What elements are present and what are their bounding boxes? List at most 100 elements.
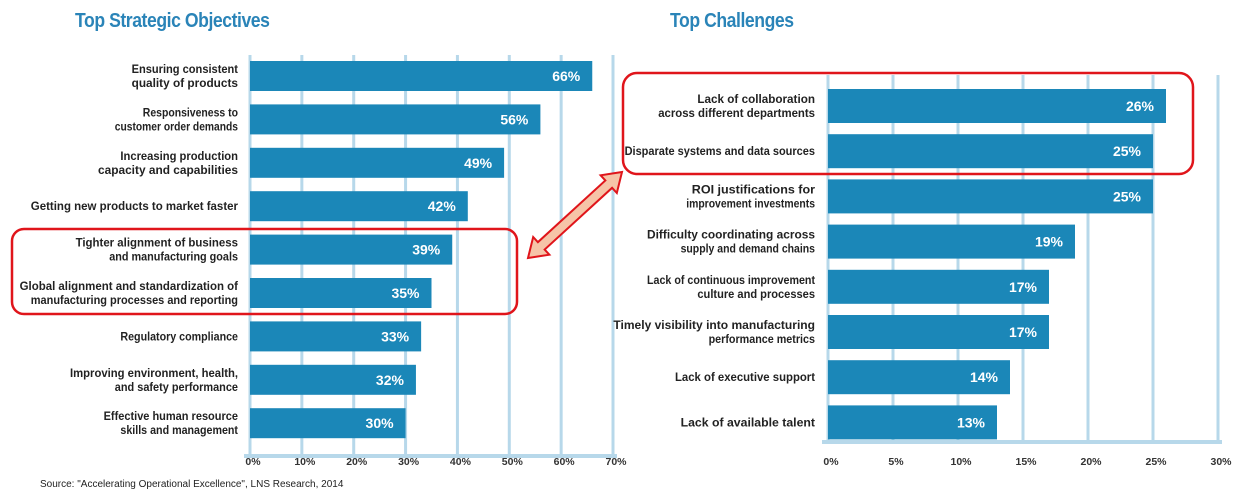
left-category-label: Getting new products to market faster bbox=[31, 201, 239, 213]
left-bar bbox=[250, 408, 406, 439]
right-bar-value-label: 17% bbox=[1009, 279, 1038, 295]
right-bar-value-label: 25% bbox=[1113, 188, 1142, 204]
right-category-label: Lack of collaboration across different de… bbox=[658, 94, 815, 120]
left-bar-value-label: 35% bbox=[391, 285, 420, 301]
left-bar bbox=[250, 104, 541, 135]
right-category-label: Timely visibility into manufacturing perf… bbox=[613, 320, 815, 346]
right-chart-title: Top Challenges bbox=[670, 10, 794, 32]
category-label-line: and manufacturing goals bbox=[109, 252, 238, 264]
left-tick-label: 70% bbox=[605, 456, 627, 468]
left-tick-label: 60% bbox=[554, 456, 576, 468]
category-label-line: across different departments bbox=[658, 108, 815, 120]
right-highlight-box bbox=[621, 71, 1195, 176]
category-label-line: Regulatory compliance bbox=[120, 331, 238, 343]
left-category-label: Effective human resource skills and manag… bbox=[104, 411, 239, 437]
right-bar bbox=[828, 224, 1075, 259]
left-bar-value-label: 30% bbox=[366, 415, 395, 431]
right-category-label: Lack of available talent bbox=[681, 417, 816, 429]
category-label-line: improvement investments bbox=[686, 198, 815, 210]
category-label-line: performance metrics bbox=[709, 334, 815, 346]
left-bar-value-label: 39% bbox=[412, 242, 441, 258]
right-bar bbox=[828, 179, 1153, 214]
left-category-label: Improving environment, health, and safety… bbox=[70, 368, 238, 394]
left-bar-value-label: 49% bbox=[464, 155, 493, 171]
category-label-line: manufacturing processes and reporting bbox=[31, 295, 238, 307]
category-label-line: Disparate systems and data sources bbox=[625, 146, 815, 158]
left-bar-value-label: 42% bbox=[428, 198, 457, 214]
category-label-line: Lack of continuous improvement bbox=[647, 275, 815, 287]
category-label-line: Difficulty coordinating across bbox=[647, 230, 815, 242]
category-label-line: Lack of collaboration bbox=[697, 94, 815, 106]
category-label-line: culture and processes bbox=[697, 289, 815, 301]
category-label-line: capacity and capabilities bbox=[98, 165, 238, 177]
right-bar bbox=[828, 315, 1049, 349]
left-tick-label: 30% bbox=[398, 456, 420, 468]
left-highlight-box bbox=[10, 227, 519, 316]
category-label-line: Getting new products to market faster bbox=[31, 201, 239, 213]
category-label-line: Lack of executive support bbox=[675, 372, 815, 384]
right-category-label: Disparate systems and data sources bbox=[625, 146, 815, 158]
right-tick-label: 25% bbox=[1145, 456, 1167, 468]
right-tick-label: 5% bbox=[888, 456, 904, 468]
right-category-label: Lack of continuous improvement culture an… bbox=[647, 275, 815, 301]
category-label-line: and safety performance bbox=[115, 382, 238, 394]
double-arrow-icon bbox=[526, 170, 624, 260]
right-bar-value-label: 26% bbox=[1126, 98, 1155, 114]
category-label-line: ROI justifications for bbox=[692, 184, 816, 196]
right-bar bbox=[828, 134, 1153, 169]
left-bar bbox=[250, 191, 468, 222]
left-bar-value-label: 33% bbox=[381, 328, 410, 344]
left-bar-value-label: 32% bbox=[376, 372, 405, 388]
right-bar bbox=[828, 89, 1166, 123]
right-chart: 0% 5% 10% 15% 20% 25% 30% 26% Lack of collaborat… bbox=[613, 75, 1232, 468]
right-bar bbox=[828, 360, 1010, 395]
right-tick-label: 0% bbox=[823, 456, 839, 468]
left-category-label: Increasing production capacity and capabi… bbox=[98, 151, 238, 177]
left-tick-label: 50% bbox=[502, 456, 524, 468]
category-label-line: Tighter alignment of business bbox=[76, 238, 238, 250]
right-bar-value-label: 13% bbox=[957, 414, 986, 430]
right-tick-label: 10% bbox=[950, 456, 972, 468]
right-bar-value-label: 14% bbox=[970, 369, 999, 385]
left-bar bbox=[250, 364, 416, 395]
category-label-line: Responsiveness to bbox=[143, 107, 238, 119]
right-bar bbox=[828, 269, 1049, 304]
right-category-label: Lack of executive support bbox=[675, 372, 815, 384]
left-bar bbox=[250, 147, 505, 178]
category-label-line: skills and management bbox=[120, 425, 238, 437]
category-label-line: quality of products bbox=[132, 78, 238, 90]
left-tick-label: 10% bbox=[294, 456, 316, 468]
left-category-label: Regulatory compliance bbox=[120, 331, 238, 343]
left-tick-label: 40% bbox=[450, 456, 472, 468]
category-label-line: Lack of available talent bbox=[681, 417, 816, 429]
right-tick-label: 30% bbox=[1210, 456, 1232, 468]
right-tick-label: 20% bbox=[1080, 456, 1102, 468]
category-label-line: Increasing production bbox=[120, 151, 238, 163]
right-bar bbox=[828, 405, 997, 440]
right-category-label: Difficulty coordinating across supply and… bbox=[647, 230, 815, 256]
category-label-line: Global alignment and standardization of bbox=[20, 281, 239, 293]
left-bar bbox=[250, 321, 422, 352]
left-category-label: Ensuring consistent quality of products bbox=[132, 64, 239, 90]
source-note: Source: "Accelerating Operational Excell… bbox=[40, 479, 344, 490]
category-label-line: supply and demand chains bbox=[681, 244, 815, 256]
right-bar-value-label: 17% bbox=[1009, 324, 1038, 340]
right-bar-value-label: 25% bbox=[1113, 143, 1142, 159]
right-bar-value-label: 19% bbox=[1035, 234, 1064, 250]
left-category-label: Responsiveness to customer order demands bbox=[115, 107, 238, 133]
left-bar bbox=[250, 278, 432, 308]
left-chart-title: Top Strategic Objectives bbox=[75, 10, 270, 32]
left-bar-value-label: 56% bbox=[500, 111, 529, 127]
left-bar-value-label: 66% bbox=[552, 68, 581, 84]
category-label-line: Improving environment, health, bbox=[70, 368, 238, 380]
category-label-line: Effective human resource bbox=[104, 411, 238, 423]
right-tick-label: 15% bbox=[1015, 456, 1037, 468]
left-chart: 0% 10% 20% 30% 40% 50% 60% 70% 66% Ensuring consi… bbox=[20, 55, 627, 468]
category-label-line: Timely visibility into manufacturing bbox=[613, 320, 815, 332]
right-category-label: ROI justifications for improvement invest… bbox=[686, 184, 815, 210]
left-bar bbox=[250, 61, 593, 91]
left-tick-label: 20% bbox=[346, 456, 368, 468]
left-tick-label: 0% bbox=[245, 456, 261, 468]
left-bar bbox=[250, 234, 453, 265]
